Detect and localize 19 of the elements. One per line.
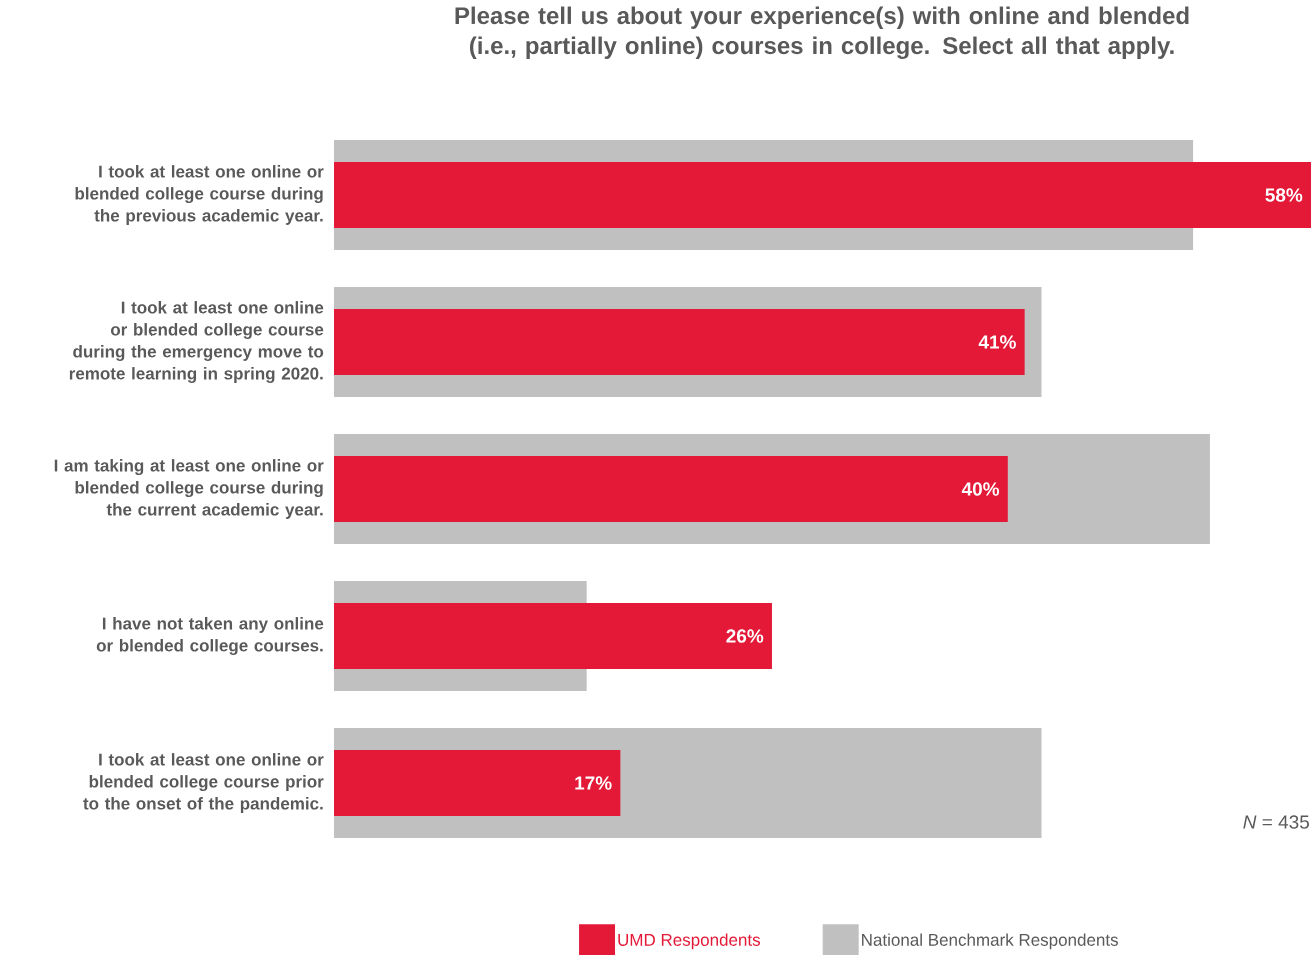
y-tick-label: I took at least one online or blended college course during the previous academic year. xyxy=(75,165,324,225)
bar xyxy=(334,456,1008,523)
bar xyxy=(334,750,621,817)
data-label: 58% xyxy=(1265,188,1303,202)
chart-title: Please tell us about your experience(s) with online and blended (i.e., partially online) courses in college. Select all that apply. xyxy=(455,6,1189,59)
y-tick-label: I took at least one online or blended college course prior to the onset of the pandemic. xyxy=(83,753,324,813)
data-label: 26% xyxy=(726,629,764,643)
legend-label: UMD Respondents xyxy=(618,933,761,950)
y-tick-label: I took at least one online or blended college course during the emergency move to remote learning in spring 2020. xyxy=(69,301,324,383)
bar xyxy=(334,162,1312,229)
data-label: 40% xyxy=(961,482,1000,496)
legend-label: National Benchmark Respondents xyxy=(862,933,1118,950)
y-tick-label: I have not taken any online or blended college courses. xyxy=(96,617,324,655)
data-label: 17% xyxy=(575,776,612,790)
data-label: 41% xyxy=(978,335,1016,349)
bar xyxy=(334,603,772,670)
bar xyxy=(334,309,1025,376)
annotation: N = 435 xyxy=(1243,815,1309,829)
y-tick-label: I am taking at least one online or blended college course during the current academic year. xyxy=(54,459,324,519)
